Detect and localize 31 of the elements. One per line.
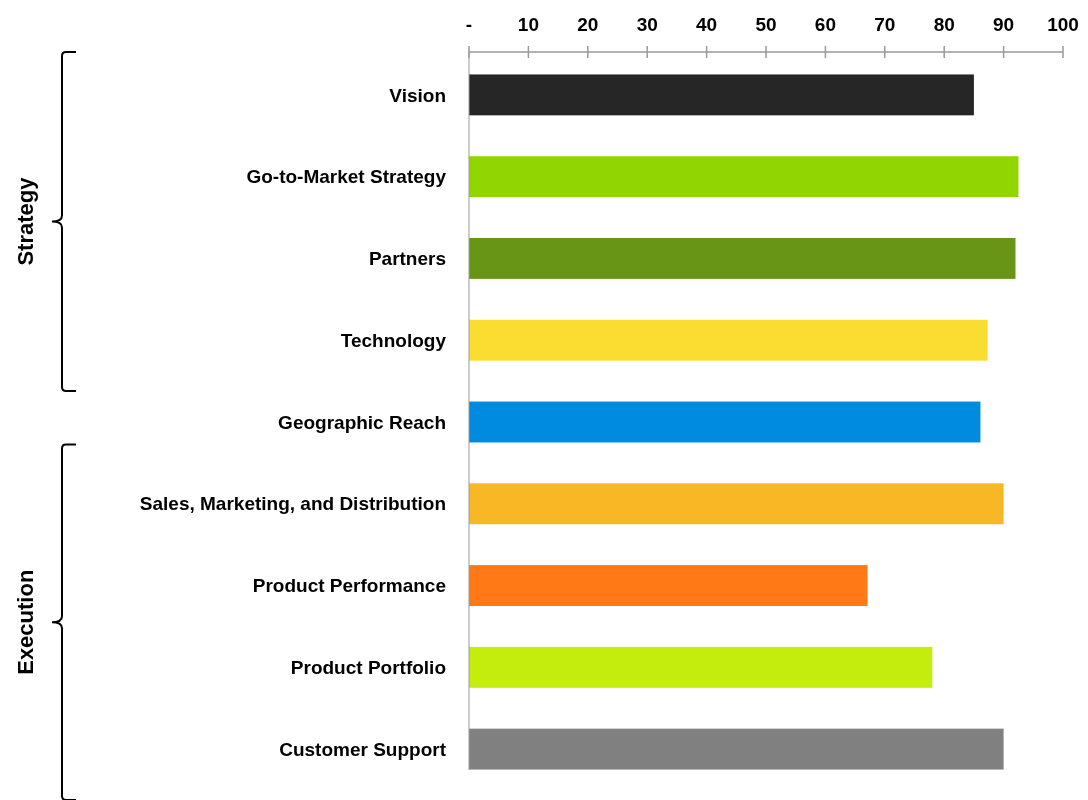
bar <box>469 646 933 688</box>
bar <box>469 156 1019 198</box>
x-tick-label: 20 <box>577 14 599 35</box>
bar <box>469 483 1004 525</box>
x-tick-label: 80 <box>933 14 955 35</box>
y-tick-label: Geographic Reach <box>278 411 446 433</box>
x-tick-label: 50 <box>755 14 777 35</box>
x-tick-label: 30 <box>636 14 658 35</box>
y-tick-label: Customer Support <box>279 738 447 760</box>
y-tick-label: Partners <box>368 248 446 270</box>
y-tick-label: Technology <box>340 329 447 351</box>
x-tick-label: - <box>465 14 473 35</box>
x-tick-label: 40 <box>696 14 718 35</box>
bar <box>469 319 988 361</box>
x-tick-label: 70 <box>874 14 896 35</box>
bar <box>469 74 974 116</box>
x-tick-label: 90 <box>993 14 1015 35</box>
x-tick-label: 60 <box>814 14 836 35</box>
y-tick-label: Product Performance <box>252 575 446 597</box>
y-tick-label: Sales, Marketing, and Distribution <box>139 493 446 515</box>
bar <box>469 565 868 606</box>
text: Strategy <box>13 176 38 266</box>
y-tick-label: Product Portfolio <box>290 656 446 678</box>
y-tick-label: Vision <box>389 84 446 106</box>
text: Execution <box>13 569 38 675</box>
bar <box>469 728 1004 770</box>
bar <box>469 238 1016 279</box>
x-tick-label: 10 <box>517 14 539 35</box>
bar <box>469 401 981 443</box>
y-tick-label: Go-to-Market Strategy <box>246 166 447 188</box>
x-tick-label: 100 <box>1047 14 1079 35</box>
